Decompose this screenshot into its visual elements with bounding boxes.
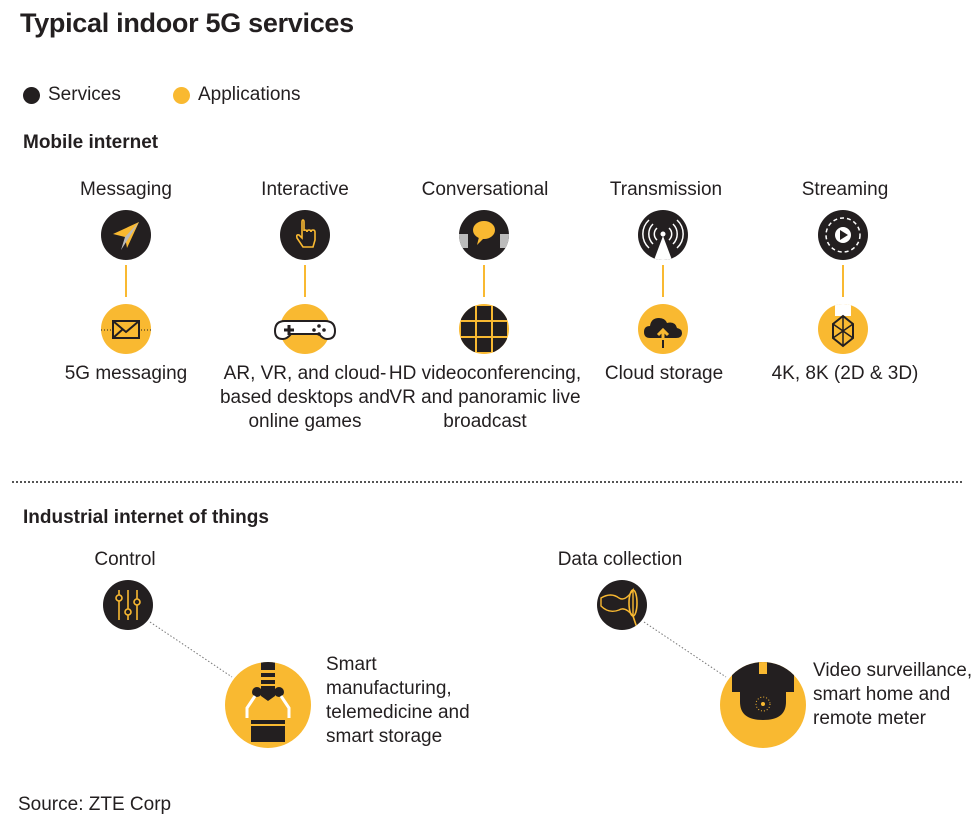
service-label: Conversational [421, 179, 549, 200]
section-divider [12, 481, 962, 483]
application-label: Video surveillance, smart home and remot… [813, 660, 972, 729]
connector-line [643, 621, 727, 678]
legend-label: Applications [198, 84, 301, 105]
legend-applications: Applications [173, 84, 300, 106]
applications-dot-icon [173, 86, 190, 104]
section-heading-mobile: Mobile internet [23, 132, 159, 153]
connector-line [149, 621, 233, 678]
legend-label: Services [48, 84, 121, 105]
sliders-icon [103, 580, 153, 630]
connector-line [125, 265, 127, 297]
connector-line [842, 265, 844, 297]
security-camera-icon [720, 662, 806, 748]
application-label: AR, VR, and cloud-based desktops and onl… [219, 363, 391, 432]
service-label: Control [94, 549, 156, 570]
broadcast-tower-icon [638, 210, 688, 260]
play-icon [818, 210, 868, 260]
cloud-upload-icon [638, 304, 688, 354]
page-title: Typical indoor 5G services [20, 8, 354, 38]
envelope-icon [101, 304, 151, 354]
application-label: Smart manufacturing, telemedicine and sm… [326, 654, 470, 747]
net-icon [597, 580, 647, 630]
application-label: 5G messaging [64, 363, 188, 384]
service-label: Transmission [609, 179, 723, 200]
cube-icon [818, 304, 868, 354]
service-label: Messaging [80, 179, 172, 200]
application-label: Cloud storage [604, 363, 724, 384]
application-label: 4K, 8K (2D & 3D) [771, 363, 919, 384]
application-label: HD videoconferencing, VR and panoramic l… [388, 363, 582, 432]
service-label: Streaming [801, 179, 889, 200]
paper-plane-icon [101, 210, 151, 260]
robot-arm-icon [225, 662, 311, 748]
legend-services: Services [23, 84, 121, 106]
connector-line [483, 265, 485, 297]
connector-line [662, 265, 664, 297]
services-dot-icon [23, 86, 40, 104]
video-grid-icon [459, 304, 509, 354]
speech-bubble-icon [459, 210, 509, 260]
service-label: Data collection [557, 549, 683, 570]
source-note: Source: ZTE Corp [18, 794, 172, 815]
connector-line [304, 265, 306, 297]
gamepad-icon [273, 304, 337, 354]
section-heading-iiot: Industrial internet of things [23, 507, 269, 528]
pointing-hand-icon [280, 210, 330, 260]
service-label: Interactive [261, 179, 349, 200]
